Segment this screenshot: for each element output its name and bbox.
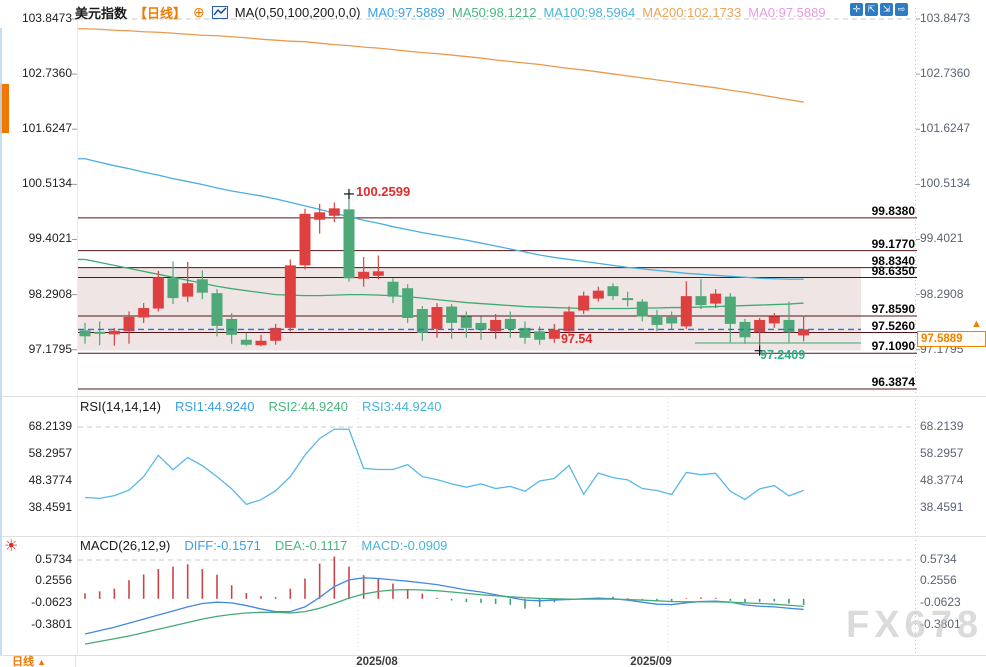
y-axis-label-left: 102.7360 xyxy=(21,66,72,81)
x-axis-date-label: 2025/08 xyxy=(356,656,398,667)
macd-axis-label-right: -0.0623 xyxy=(920,595,961,609)
y-axis-label-left: 103.8473 xyxy=(21,11,72,25)
watermark: FX678 xyxy=(846,604,983,646)
chart-toolbar: ✛ ⇱ ⇲ ⇨ xyxy=(850,3,908,16)
price-level-label: 97.5260 xyxy=(871,318,915,333)
period-label: 【日线】 xyxy=(134,6,187,21)
macd-params: MACD(26,12,9) xyxy=(80,538,171,553)
chart-header: 美元指数 【日线】 ⊕ MA(0,50,100,200,0,0) MA0:97.… xyxy=(75,3,826,22)
ma0-readout: MA0:97.5889 xyxy=(367,5,445,20)
diff-readout: DIFF:-0.1571 xyxy=(184,538,261,553)
rsi-axis-label-right: 48.3774 xyxy=(920,472,964,487)
rsi-params: RSI(14,14,14) xyxy=(80,399,161,414)
y-axis-label-left: 101.6247 xyxy=(21,121,72,136)
price-up-arrow-icon: ▲ xyxy=(971,318,982,330)
rsi-axis-label-right: 58.2957 xyxy=(920,445,964,460)
price-level-label: 98.6350 xyxy=(871,263,915,278)
macd-axis-label-left: -0.3801 xyxy=(31,616,72,631)
ma200-readout: MA200:102.1733 xyxy=(642,5,742,20)
mid-price-annotation: 97.54 xyxy=(561,332,593,346)
rsi-axis-label-right: 38.4591 xyxy=(920,499,964,514)
y-axis-label-right: 99.4021 xyxy=(920,231,964,246)
macd-axis-label-right: -0.3801 xyxy=(920,616,961,631)
macd-axis-label-right: 0.5734 xyxy=(920,552,957,566)
fit-horizontal-icon[interactable]: ⇲ xyxy=(880,3,893,16)
price-level-label: 97.1090 xyxy=(871,339,915,354)
y-axis-label-right: 101.6247 xyxy=(920,121,971,136)
x-axis-date-label: 2025/09 xyxy=(630,656,672,667)
macd-readout: MACD:-0.0909 xyxy=(361,538,448,553)
rsi-axis-label-left: 48.3774 xyxy=(28,472,72,487)
macd-axis-label-right: 0.2556 xyxy=(920,573,957,588)
price-level-label: 97.8590 xyxy=(871,302,915,317)
ma0-alt-readout: MA0:97.5889 xyxy=(748,5,826,20)
y-axis-label-right: 103.8473 xyxy=(920,11,971,25)
fit-vertical-icon[interactable]: ⇱ xyxy=(865,3,878,16)
low-price-annotation: 97.2409 xyxy=(760,348,806,362)
sun-alert-icon: ☀ xyxy=(4,538,19,555)
timeline-bar: 日线 ▲ 2025/08 2025/09 xyxy=(0,655,986,667)
price-level-label: 99.1770 xyxy=(871,236,915,251)
y-axis-label-left: 97.1795 xyxy=(28,341,72,356)
y-axis-label-left: 98.2908 xyxy=(28,286,72,301)
macd-axis-label-left: 0.2556 xyxy=(35,573,72,588)
rsi3-readout: RSI3:44.9240 xyxy=(361,399,442,414)
macd-axis-label-left: -0.0623 xyxy=(31,595,72,609)
symbol-title: 美元指数 xyxy=(75,6,128,21)
pan-icon[interactable]: ✛ xyxy=(850,3,863,16)
left-orange-marker xyxy=(0,84,9,133)
chevron-up-icon: ▲ xyxy=(37,657,46,667)
ma100-readout: MA100:98.5964 xyxy=(543,5,636,20)
add-indicator-icon[interactable]: ⊕ xyxy=(193,4,205,20)
left-edge-line xyxy=(0,28,2,667)
y-axis-label-right: 102.7360 xyxy=(920,66,971,81)
rsi-axis-label-right: 68.2139 xyxy=(920,419,964,433)
ma-params: MA(0,50,100,200,0,0) xyxy=(234,5,361,20)
tab-separator xyxy=(75,656,76,667)
tab-daily-label: 日线 xyxy=(12,656,34,667)
price-level-label: 96.3874 xyxy=(871,375,915,389)
macd-axis-label-left: 0.5734 xyxy=(35,552,72,566)
rsi-axis-label-left: 38.4591 xyxy=(28,499,72,514)
line-chart-icon xyxy=(211,6,228,19)
y-axis-label-right: 100.5134 xyxy=(920,176,971,191)
y-axis-label-right: 98.2908 xyxy=(920,286,964,301)
dea-readout: DEA:-0.1117 xyxy=(274,538,348,553)
rsi-axis-label-left: 68.2139 xyxy=(28,419,72,433)
price-level-label: 99.8380 xyxy=(871,203,915,218)
high-price-annotation: 100.2599 xyxy=(356,184,411,199)
y-axis-label-left: 99.4021 xyxy=(28,231,72,246)
price-level-label: 98.8340 xyxy=(871,253,915,268)
current-price-tag: 97.5889 xyxy=(917,331,986,347)
rsi-axis-label-left: 58.2957 xyxy=(28,445,72,460)
exit-right-icon[interactable]: ⇨ xyxy=(895,3,908,16)
macd-header: MACD(26,12,9) DIFF:-0.1571 DEA:-0.1117 M… xyxy=(80,538,447,553)
rsi-header: RSI(14,14,14) RSI1:44.9240 RSI2:44.9240 … xyxy=(80,399,441,414)
tab-daily-period[interactable]: 日线 ▲ xyxy=(12,656,46,667)
rsi1-readout: RSI1:44.9240 xyxy=(174,399,255,414)
y-axis-label-left: 100.5134 xyxy=(21,176,72,191)
ma50-readout: MA50:98.1212 xyxy=(451,5,537,20)
rsi2-readout: RSI2:44.9240 xyxy=(268,399,348,414)
